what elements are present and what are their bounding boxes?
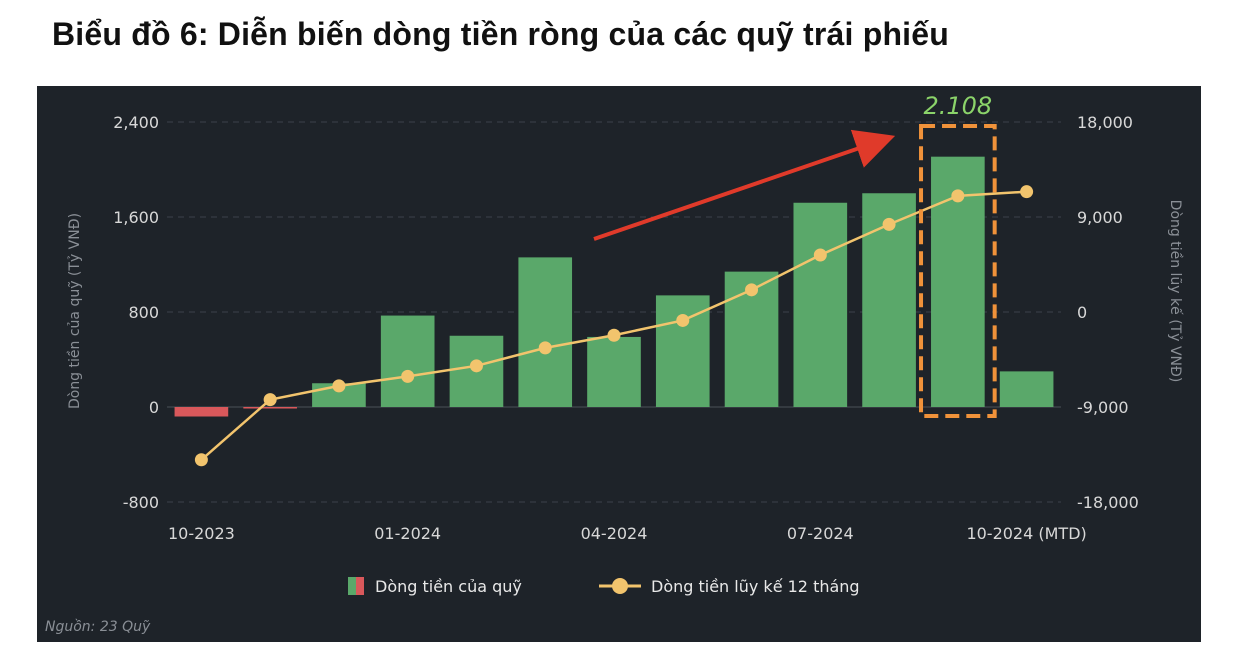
page-title: Biểu đồ 6: Diễn biến dòng tiền ròng của … <box>52 16 950 52</box>
bar-04-2024 <box>587 336 641 407</box>
cumulative-point-07-2024 <box>813 248 827 262</box>
left-tick-label: 800 <box>128 303 159 322</box>
left-tick-label: 0 <box>149 398 159 417</box>
cumulative-point-11-2023 <box>263 393 277 407</box>
legend-label-bar: Dòng tiền của quỹ <box>375 577 522 596</box>
right-tick-label: -9,000 <box>1077 398 1129 417</box>
right-tick-label: 18,000 <box>1077 113 1133 132</box>
cumulative-point-03-2024 <box>538 341 552 355</box>
left-tick-label: -800 <box>123 493 159 512</box>
legend-bar-swatch-red <box>356 577 364 595</box>
legend-line-marker <box>612 578 628 594</box>
bar-07-2024 <box>793 202 848 407</box>
cumulative-point-10-2023 <box>194 453 208 467</box>
cumulative-point-06-2024 <box>745 283 759 297</box>
source-note: Nguồn: 23 Quỹ <box>45 618 151 635</box>
cumulative-point-10-2024 (MTD) <box>1020 185 1034 199</box>
x-tick-label: 01-2024 <box>374 524 441 543</box>
bar-10-2023 <box>174 407 229 417</box>
cumulative-point-09-2024 <box>951 189 965 203</box>
x-tick-label: 10-2024 (MTD) <box>966 524 1086 543</box>
cumulative-point-05-2024 <box>676 313 690 327</box>
x-tick-label: 07-2024 <box>787 524 854 543</box>
bar-10-2024 (MTD) <box>999 371 1054 407</box>
chart-svg: -800 0 800 1,600 2,400 -18,000 -9,000 0 9,000 18,… <box>45 92 1184 635</box>
left-axis-title: Dòng tiền của quỹ (Tỷ VNĐ) <box>66 213 83 409</box>
right-axis-title: Dòng tiền lũy kế (Tỷ VNĐ) <box>1167 200 1184 383</box>
left-tick-label: 1,600 <box>113 208 159 227</box>
legend-label-line: Dòng tiền lũy kế 12 tháng <box>651 577 860 596</box>
cumulative-point-02-2024 <box>469 359 483 373</box>
bar-01-2024 <box>380 315 435 407</box>
legend: Dòng tiền của quỹ Dòng tiền lũy kế 12 th… <box>348 577 860 596</box>
cumulative-point-01-2024 <box>401 369 415 383</box>
legend-bar-swatch-green <box>348 577 356 595</box>
x-tick-label: 04-2024 <box>581 524 648 543</box>
cumulative-point-08-2024 <box>882 217 896 231</box>
right-tick-label: -18,000 <box>1077 493 1139 512</box>
trend-arrow <box>593 129 896 241</box>
bar-03-2024 <box>518 257 573 407</box>
highlight-box <box>919 124 997 418</box>
bar-11-2023 <box>243 407 297 409</box>
x-tick-label: 10-2023 <box>168 524 235 543</box>
right-tick-label: 9,000 <box>1077 208 1123 227</box>
left-tick-label: 2,400 <box>113 113 159 132</box>
annotation-value: 2.108 <box>923 92 992 120</box>
chart-panel: -800 0 800 1,600 2,400 -18,000 -9,000 0 9,000 18,… <box>37 86 1201 642</box>
right-tick-label: 0 <box>1077 303 1087 322</box>
cumulative-point-12-2023 <box>332 379 346 393</box>
cumulative-point-04-2024 <box>607 328 621 342</box>
